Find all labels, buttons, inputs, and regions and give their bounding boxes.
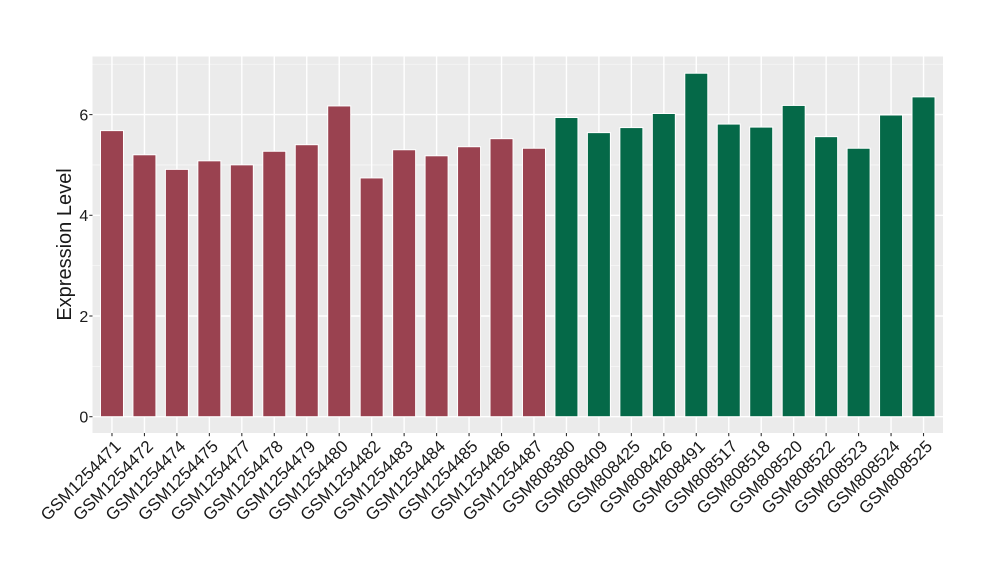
svg-text:0: 0: [79, 410, 88, 427]
svg-text:6: 6: [79, 107, 88, 124]
svg-text:2: 2: [79, 309, 88, 326]
svg-text:Expression Level: Expression Level: [54, 168, 76, 320]
svg-text:4: 4: [79, 208, 88, 225]
